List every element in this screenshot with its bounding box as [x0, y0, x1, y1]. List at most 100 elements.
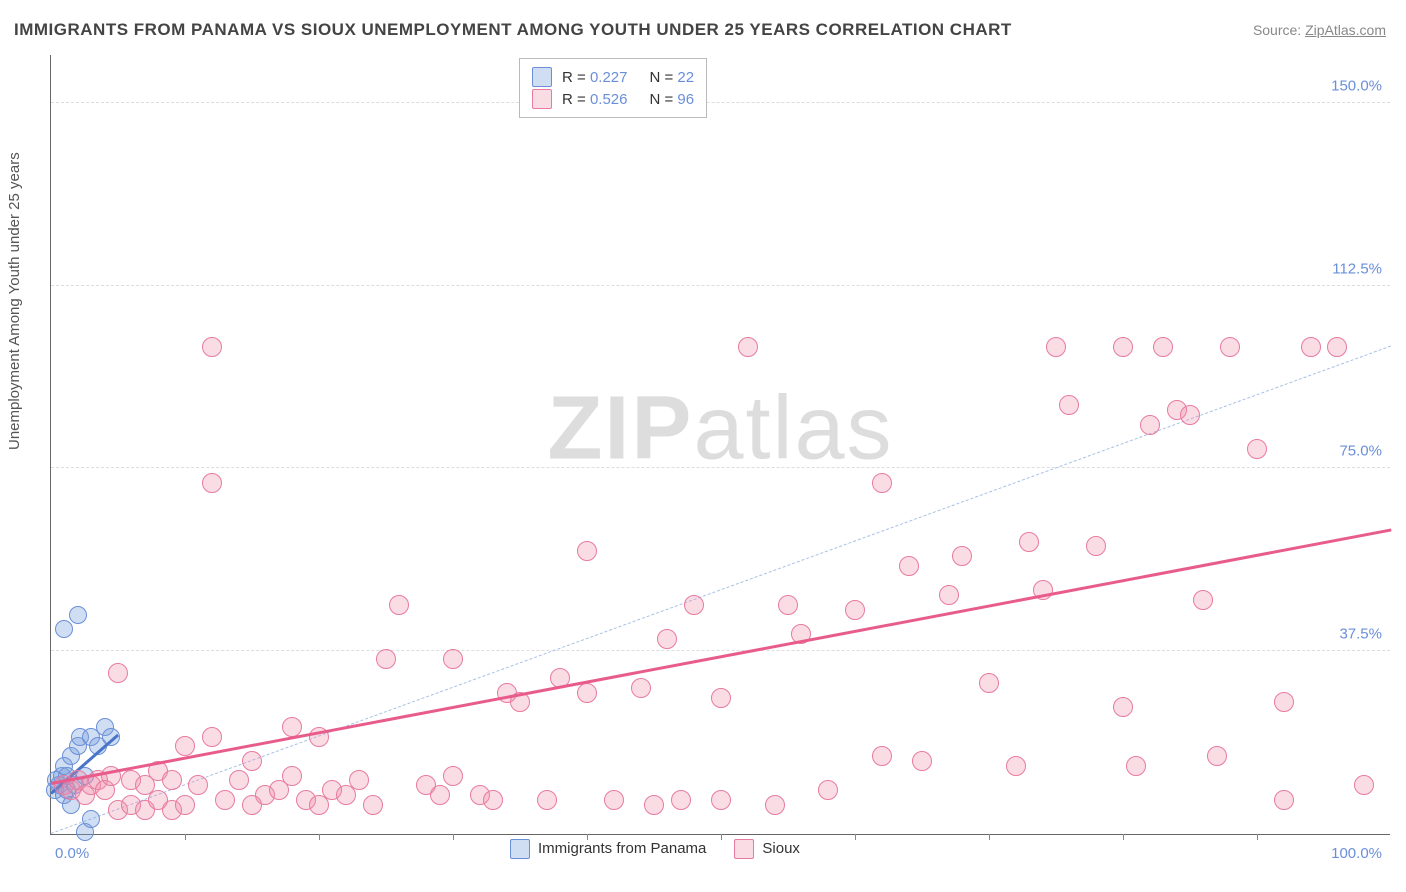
watermark-light: atlas — [693, 378, 893, 478]
gridline — [51, 102, 1390, 103]
correlation-legend: R = 0.227N = 22 R = 0.526 N = 96 — [519, 58, 707, 118]
legend-r-label: R = 0.227 — [562, 69, 627, 86]
scatter-point-sioux — [175, 795, 195, 815]
y-axis-label: Unemployment Among Youth under 25 years — [6, 152, 23, 450]
scatter-point-sioux — [1113, 337, 1133, 357]
scatter-point-sioux — [899, 556, 919, 576]
scatter-point-sioux — [684, 595, 704, 615]
scatter-point-sioux — [162, 770, 182, 790]
scatter-point-sioux — [872, 746, 892, 766]
scatter-point-sioux — [1274, 790, 1294, 810]
y-tick-label: 112.5% — [1332, 260, 1382, 277]
scatter-point-sioux — [939, 585, 959, 605]
legend-swatch-sioux — [734, 839, 754, 859]
scatter-point-sioux — [188, 775, 208, 795]
scatter-point-sioux — [1220, 337, 1240, 357]
scatter-point-sioux — [872, 473, 892, 493]
legend-r-label: R = 0.526 — [562, 91, 627, 108]
x-tick-mark — [855, 834, 856, 840]
x-tick-mark — [185, 834, 186, 840]
legend-label-panama: Immigrants from Panama — [538, 840, 706, 857]
y-tick-label: 150.0% — [1331, 77, 1382, 94]
series-legend: Immigrants from Panama Sioux — [510, 839, 800, 859]
scatter-point-sioux — [1193, 590, 1213, 610]
scatter-point-sioux — [1006, 756, 1026, 776]
scatter-point-sioux — [765, 795, 785, 815]
scatter-point-sioux — [1019, 532, 1039, 552]
plot-area: ZIPatlas 37.5%75.0%112.5%150.0%0.0%100.0… — [50, 55, 1390, 835]
source-label: Source: — [1253, 22, 1301, 38]
scatter-point-sioux — [108, 663, 128, 683]
scatter-point-sioux — [389, 595, 409, 615]
scatter-point-sioux — [912, 751, 932, 771]
x-tick-mark — [319, 834, 320, 840]
scatter-point-sioux — [282, 717, 302, 737]
scatter-point-sioux — [845, 600, 865, 620]
scatter-point-sioux — [1301, 337, 1321, 357]
scatter-point-sioux — [738, 337, 758, 357]
scatter-point-sioux — [1126, 756, 1146, 776]
scatter-point-sioux — [631, 678, 651, 698]
chart-container: IMMIGRANTS FROM PANAMA VS SIOUX UNEMPLOY… — [0, 0, 1406, 892]
legend-row-panama: R = 0.227N = 22 — [532, 67, 694, 87]
scatter-point-sioux — [1354, 775, 1374, 795]
scatter-point-sioux — [1274, 692, 1294, 712]
scatter-point-sioux — [778, 595, 798, 615]
source-attribution: Source: ZipAtlas.com — [1253, 22, 1386, 38]
scatter-point-panama — [82, 810, 100, 828]
scatter-point-sioux — [1153, 337, 1173, 357]
source-link[interactable]: ZipAtlas.com — [1305, 22, 1386, 38]
chart-title: IMMIGRANTS FROM PANAMA VS SIOUX UNEMPLOY… — [14, 20, 1012, 40]
gridline — [51, 467, 1390, 468]
scatter-point-sioux — [818, 780, 838, 800]
x-tick-mark — [1257, 834, 1258, 840]
legend-swatch-sioux — [532, 89, 552, 109]
scatter-point-sioux — [282, 766, 302, 786]
scatter-point-sioux — [242, 751, 262, 771]
scatter-point-sioux — [711, 688, 731, 708]
scatter-point-sioux — [1180, 405, 1200, 425]
scatter-point-sioux — [1113, 697, 1133, 717]
scatter-point-sioux — [202, 473, 222, 493]
scatter-point-sioux — [215, 790, 235, 810]
x-tick-label: 0.0% — [55, 845, 89, 862]
scatter-point-sioux — [483, 790, 503, 810]
legend-item-panama: Immigrants from Panama — [510, 839, 706, 859]
scatter-point-sioux — [979, 673, 999, 693]
scatter-point-sioux — [1046, 337, 1066, 357]
legend-n-label: N = 96 — [649, 91, 694, 108]
scatter-point-sioux — [577, 683, 597, 703]
scatter-point-sioux — [711, 790, 731, 810]
scatter-point-sioux — [376, 649, 396, 669]
legend-item-sioux: Sioux — [734, 839, 800, 859]
scatter-point-sioux — [1247, 439, 1267, 459]
x-tick-mark — [989, 834, 990, 840]
scatter-point-sioux — [229, 770, 249, 790]
x-tick-mark — [1123, 834, 1124, 840]
legend-swatch-panama — [532, 67, 552, 87]
scatter-point-panama — [69, 606, 87, 624]
scatter-point-sioux — [430, 785, 450, 805]
scatter-point-sioux — [604, 790, 624, 810]
y-tick-label: 37.5% — [1339, 626, 1382, 643]
scatter-point-sioux — [175, 736, 195, 756]
scatter-point-sioux — [443, 649, 463, 669]
scatter-point-sioux — [1207, 746, 1227, 766]
scatter-point-sioux — [202, 727, 222, 747]
scatter-point-sioux — [349, 770, 369, 790]
legend-swatch-panama — [510, 839, 530, 859]
scatter-point-sioux — [1327, 337, 1347, 357]
scatter-point-sioux — [363, 795, 383, 815]
trend-line-sioux — [51, 529, 1392, 785]
x-tick-mark — [453, 834, 454, 840]
scatter-point-sioux — [537, 790, 557, 810]
legend-row-sioux: R = 0.526 N = 96 — [532, 89, 694, 109]
watermark-bold: ZIP — [547, 378, 693, 478]
scatter-point-sioux — [202, 337, 222, 357]
y-tick-label: 75.0% — [1339, 443, 1382, 460]
x-tick-label: 100.0% — [1331, 845, 1382, 862]
scatter-point-sioux — [952, 546, 972, 566]
scatter-point-sioux — [443, 766, 463, 786]
scatter-point-sioux — [577, 541, 597, 561]
scatter-point-sioux — [1059, 395, 1079, 415]
